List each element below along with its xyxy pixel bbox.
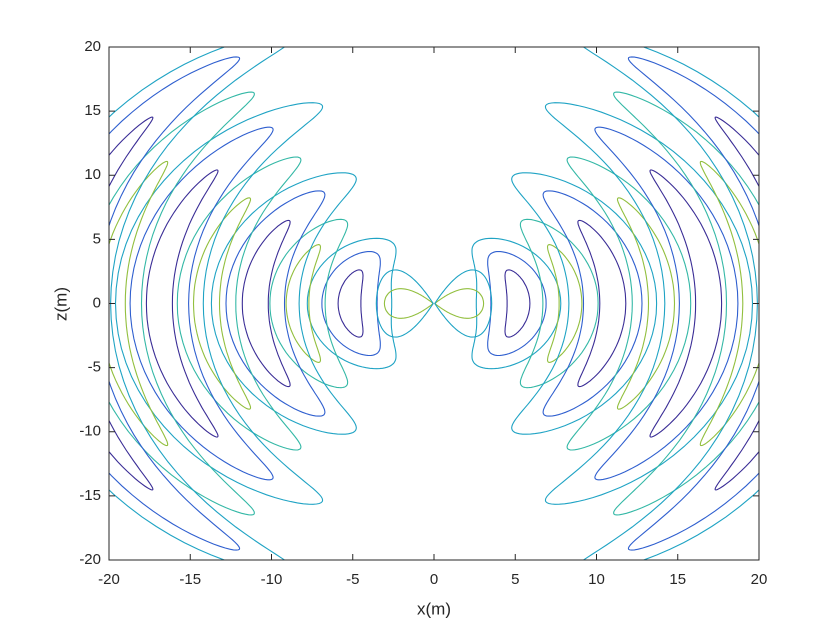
contour-line [471, 237, 562, 370]
contour-line [434, 288, 485, 319]
y-axis-label: z(m) [51, 287, 70, 321]
contour-line [627, 56, 759, 551]
x-tick-label: 10 [588, 571, 605, 588]
contour-line [192, 197, 252, 410]
contour-line [109, 91, 255, 516]
contour-line [210, 172, 357, 435]
x-tick-label: -10 [261, 571, 283, 588]
x-tick-label: -5 [346, 571, 359, 588]
y-tick-label: -5 [88, 359, 101, 376]
x-tick-label: -15 [179, 571, 201, 588]
contour-line [434, 269, 493, 338]
contour-line [511, 172, 658, 435]
contour-line [375, 269, 434, 338]
contour-line [109, 160, 169, 447]
contour-line [594, 126, 739, 481]
contour-line [577, 219, 627, 388]
contour-line [145, 169, 219, 438]
contour-line [337, 269, 364, 338]
contour-line [544, 102, 754, 505]
contour-line [285, 244, 322, 363]
contour-line [613, 91, 759, 516]
y-tick-label: -20 [79, 551, 101, 568]
y-tick-label: -10 [79, 423, 101, 440]
contour-line [129, 126, 274, 481]
contour-line [542, 190, 643, 417]
contour-line [241, 219, 291, 388]
x-tick-label: 5 [511, 571, 519, 588]
contour-line [487, 250, 547, 357]
y-tick-label: 20 [84, 38, 101, 55]
contour-line [306, 237, 397, 370]
contour-line [616, 197, 676, 410]
x-tick-label: 20 [751, 571, 768, 588]
contour-line [109, 116, 154, 491]
contour-line [699, 160, 759, 447]
contour-line [546, 244, 583, 363]
contour-line [269, 218, 349, 389]
x-tick-label: 0 [430, 571, 438, 588]
contour-line [321, 250, 381, 357]
contour-line [225, 190, 326, 417]
contour-line [649, 169, 723, 438]
x-tick-label: -20 [98, 571, 120, 588]
x-tick-label: 15 [669, 571, 686, 588]
y-tick-label: 5 [93, 230, 101, 247]
y-tick-label: 10 [84, 166, 101, 183]
y-tick-label: -15 [79, 487, 101, 504]
contour-line [519, 218, 599, 389]
x-axis-label: x(m) [417, 599, 451, 618]
contour-line [714, 116, 759, 491]
contour-line [109, 56, 241, 551]
y-tick-label: 15 [84, 102, 101, 119]
contour-line [504, 269, 531, 338]
y-tick-label: 0 [93, 294, 101, 311]
contour-line [114, 102, 324, 505]
contour-line [383, 288, 434, 319]
contour-plot [109, 47, 759, 560]
contour-line [566, 156, 692, 451]
contour-line [176, 156, 302, 451]
